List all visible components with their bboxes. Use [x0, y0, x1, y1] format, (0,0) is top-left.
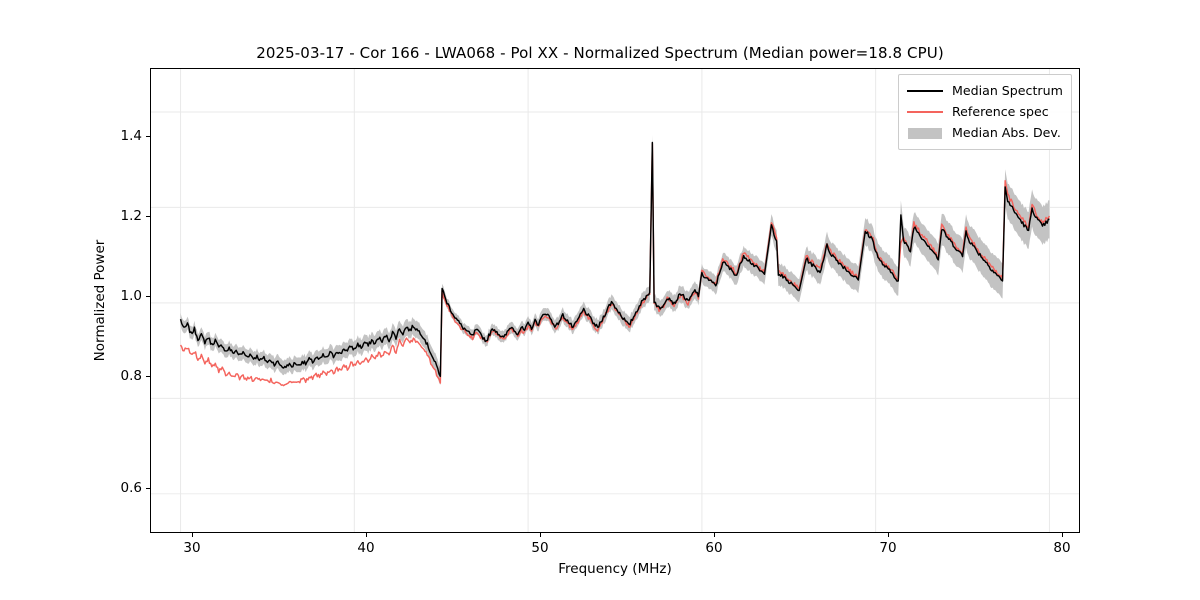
legend[interactable]: Median Spectrum Reference spec Median Ab…	[898, 74, 1072, 150]
x-tick-label: 50	[531, 540, 549, 556]
x-tickmark	[888, 533, 889, 537]
legend-line-swatch	[907, 85, 943, 97]
x-axis-label: Frequency (MHz)	[558, 561, 672, 577]
legend-item-reference-spec[interactable]: Reference spec	[907, 101, 1063, 122]
x-tickmark	[540, 533, 541, 537]
legend-item-median-spectrum[interactable]: Median Spectrum	[907, 80, 1063, 101]
chart-title: 2025-03-17 - Cor 166 - LWA068 - Pol XX -…	[256, 44, 944, 62]
x-tickmark	[714, 533, 715, 537]
mad-band	[180, 134, 1050, 386]
y-tick-label: 0.6	[120, 480, 142, 496]
y-tick-label: 1.2	[120, 208, 142, 224]
x-tickmark	[1062, 533, 1063, 537]
legend-patch-swatch	[907, 127, 943, 139]
y-tick-label: 1.0	[120, 288, 142, 304]
x-tickmark	[366, 533, 367, 537]
y-tick-label: 1.4	[120, 128, 142, 144]
legend-label: Median Abs. Dev.	[952, 125, 1061, 140]
legend-line-swatch	[907, 106, 943, 118]
x-tick-label: 70	[879, 540, 897, 556]
y-tick-label: 0.8	[120, 368, 142, 384]
y-axis-label: Normalized Power	[92, 239, 108, 362]
x-tick-label: 60	[705, 540, 723, 556]
legend-item-median-abs-dev[interactable]: Median Abs. Dev.	[907, 122, 1063, 143]
y-tickmark	[146, 136, 150, 137]
median-spectrum-line	[179, 141, 1050, 378]
y-tickmark	[146, 488, 150, 489]
x-tick-label: 30	[183, 540, 201, 556]
y-tickmark	[146, 296, 150, 297]
x-tickmark	[192, 533, 193, 537]
legend-label: Median Spectrum	[952, 83, 1063, 98]
x-tick-label: 40	[357, 540, 375, 556]
y-tickmark	[146, 216, 150, 217]
x-tick-label: 80	[1053, 540, 1071, 556]
y-tickmark	[146, 376, 150, 377]
legend-label: Reference spec	[952, 104, 1049, 119]
